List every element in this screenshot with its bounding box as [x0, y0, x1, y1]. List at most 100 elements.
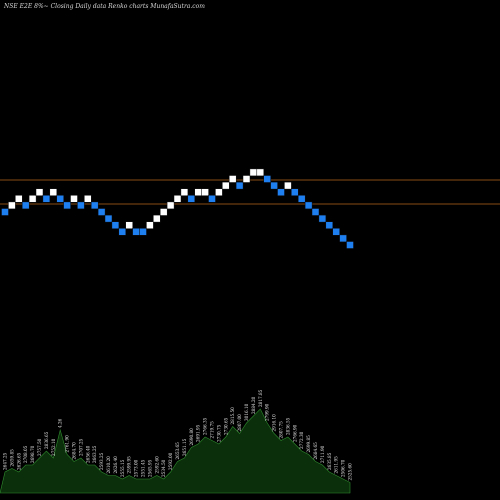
volume-label: 2708.05	[23, 445, 28, 463]
volume-label: 2766.90	[292, 424, 297, 442]
renko-brick-down	[235, 181, 244, 190]
volume-labels: 2647.25 2659.85 2626.65 2708.05 2698.70 2757.…	[3, 389, 353, 480]
renko-brick-up	[146, 221, 154, 229]
renko-brick-down	[346, 241, 354, 249]
renko-brick-up	[125, 221, 133, 229]
chart-header: NSE E2E 8%~ Closing Daily data Renko cha…	[3, 3, 205, 10]
renko-brick-down	[332, 228, 340, 236]
volume-label: 2807.75	[279, 421, 284, 439]
renko-brick-down	[77, 201, 85, 210]
renko-brick-down	[97, 208, 106, 216]
renko-brick-up	[228, 175, 237, 183]
renko-brick-up	[215, 188, 223, 196]
renko-brick-up	[222, 181, 230, 190]
renko-brick-up	[242, 175, 251, 183]
volume-label: 2757.50	[37, 438, 42, 456]
volume-label: 2730.65	[223, 417, 228, 435]
volume-label: 2799.90	[265, 403, 270, 421]
renko-brick-up	[153, 214, 161, 223]
renko-brick-down	[187, 195, 196, 203]
volume-label: 2534.50	[161, 459, 166, 477]
renko-brick-down	[318, 214, 327, 223]
renko-brick-up	[194, 188, 202, 196]
volume-label: 2884.20	[251, 396, 256, 414]
renko-brick-down	[63, 201, 71, 210]
volume-label: 2635.85	[327, 452, 332, 470]
volume-label: 2551.45	[141, 459, 146, 477]
renko-brick-down	[270, 181, 278, 190]
renko-brick-down	[1, 208, 9, 216]
volume-label: 2836.55	[285, 417, 290, 435]
renko-brick-down	[297, 195, 306, 203]
volume-label: 2659.85	[9, 449, 14, 467]
renko-brick-down	[90, 201, 99, 210]
renko-brick-down	[263, 175, 271, 183]
volume-label: 2663.25	[92, 445, 97, 463]
volume-label: 2815.50	[230, 407, 235, 425]
volume-label: 2573.00	[134, 459, 139, 477]
volume-area	[0, 408, 351, 494]
volume-label: 2691.95	[196, 424, 201, 442]
renko-brick-up	[159, 208, 168, 216]
renko-brick-up	[201, 188, 209, 196]
renko-brick-up	[284, 181, 292, 190]
volume-label: 2599.95	[127, 456, 132, 474]
volume-label: 2626.65	[16, 452, 21, 470]
volume-label: 2766.35	[203, 417, 208, 435]
renko-brick-down	[132, 228, 140, 236]
volume-label: 2506.70	[341, 459, 346, 477]
renko-brick-down	[339, 234, 347, 243]
volume-label: 2647.25	[3, 452, 8, 470]
renko-brick-up	[49, 188, 58, 196]
volume-label: 2565.95	[147, 459, 152, 477]
volume-label: 2807.00	[237, 414, 242, 432]
renko-brick-up	[28, 195, 37, 203]
volume-label: 2651.15	[182, 438, 187, 456]
renko-bricks	[1, 168, 354, 249]
renko-brick-up	[8, 201, 16, 210]
volume-label: 2707.25	[78, 438, 83, 456]
renko-brick-up	[166, 201, 175, 210]
volume-label: 2684.65	[313, 442, 318, 460]
renko-brick-up	[180, 188, 189, 196]
volume-label: 2592.00	[168, 452, 173, 470]
renko-brick-down	[304, 201, 313, 210]
renko-brick-up	[15, 195, 23, 203]
renko-brick-down	[104, 214, 113, 223]
volume-label: 2916.10	[272, 414, 277, 432]
volume-label: 2610.20	[106, 456, 111, 474]
volume-label: 2611.95	[334, 456, 339, 474]
volume-label: 2593.25	[99, 452, 104, 470]
volume-label: 2690.80	[189, 428, 194, 446]
volume-label: 2719.75	[210, 421, 215, 439]
renko-brick-down	[325, 221, 334, 229]
volume-label: 2698.70	[30, 445, 35, 463]
volume-label: 2772.30	[299, 431, 304, 449]
renko-brick-down	[208, 195, 216, 203]
renko-brick-down	[118, 228, 127, 236]
volume-label: 2817.85	[258, 389, 263, 407]
volume-label: 2752.10	[51, 438, 56, 456]
volume-label: 2525.60	[348, 463, 353, 481]
renko-brick-up	[256, 168, 265, 177]
renko-brick-down	[311, 208, 320, 216]
volume-label: 2656.40	[85, 445, 90, 463]
volume-label: 2761.90	[65, 435, 70, 453]
renko-brick-down	[21, 201, 30, 210]
volume-label: 2836.65	[44, 431, 49, 449]
volume-label: 2555.15	[120, 459, 125, 477]
renko-brick-up	[84, 195, 92, 203]
renko-brick-down	[111, 221, 120, 229]
renko-brick-down	[291, 188, 299, 196]
volume-label: 2653.65	[175, 442, 180, 460]
renko-brick-down	[277, 188, 285, 196]
renko-brick-up	[35, 188, 44, 196]
volume-label: 2592.60	[154, 456, 159, 474]
renko-brick-up	[70, 195, 78, 203]
renko-brick-down	[139, 228, 147, 236]
renko-brick-down	[42, 195, 51, 203]
renko-brick-up	[173, 195, 182, 203]
volume-label: 4.26	[58, 418, 63, 428]
